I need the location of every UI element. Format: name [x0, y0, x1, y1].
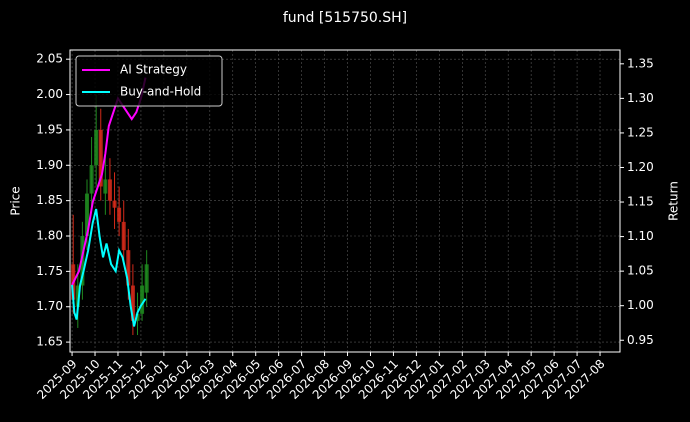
y-tick-label: 1.80 — [36, 229, 63, 243]
y2-tick-label: 1.05 — [627, 264, 654, 278]
candle-body — [130, 285, 135, 321]
y2-axis-label: Return — [667, 181, 681, 221]
y-tick-label: 1.75 — [36, 264, 63, 278]
series-line — [71, 208, 147, 327]
candle-body — [107, 179, 112, 201]
y2-tick-label: 1.20 — [627, 160, 654, 174]
series-line — [71, 77, 147, 286]
y2-tick-label: 1.10 — [627, 229, 654, 243]
candle-body — [80, 236, 85, 286]
candle-body — [89, 165, 94, 194]
legend-box — [75, 55, 223, 107]
candle-body — [98, 129, 103, 187]
legend-label: Buy-and-Hold — [120, 85, 201, 99]
candle-body — [140, 285, 145, 314]
y2-tick-label: 1.15 — [627, 195, 654, 209]
y2-tick-label: 1.35 — [627, 56, 654, 70]
y2-tick-label: 1.00 — [627, 298, 654, 312]
candle-body — [112, 200, 117, 208]
chart-title: fund [515750.SH] — [283, 10, 407, 26]
candle-body — [117, 207, 122, 222]
candle-body — [135, 313, 140, 321]
y-axis-label: Price — [9, 186, 23, 215]
y-tick-label: 1.90 — [36, 158, 63, 172]
candle-body — [94, 129, 99, 166]
plot-frame — [69, 49, 621, 353]
candle-body — [84, 193, 89, 237]
y2-tick-label: 1.30 — [627, 91, 654, 105]
y-tick-label: 1.70 — [36, 299, 63, 313]
y2-tick-label: 0.95 — [627, 333, 654, 347]
legend: AI Strategy Buy-and-Hold — [75, 55, 223, 107]
candle-body — [144, 264, 149, 293]
y-tick-label: 1.85 — [36, 193, 63, 207]
candle-body — [126, 250, 131, 286]
y-tick-label: 2.00 — [36, 87, 63, 101]
y-tick-label: 1.95 — [36, 122, 63, 136]
candle-body — [103, 179, 108, 194]
y-tick-label: 1.65 — [36, 335, 63, 349]
candle-body — [75, 285, 80, 307]
y-tick-label: 2.05 — [36, 52, 63, 66]
candle-body — [121, 221, 126, 251]
legend-label: AI Strategy — [120, 63, 187, 77]
y2-tick-label: 1.25 — [627, 125, 654, 139]
